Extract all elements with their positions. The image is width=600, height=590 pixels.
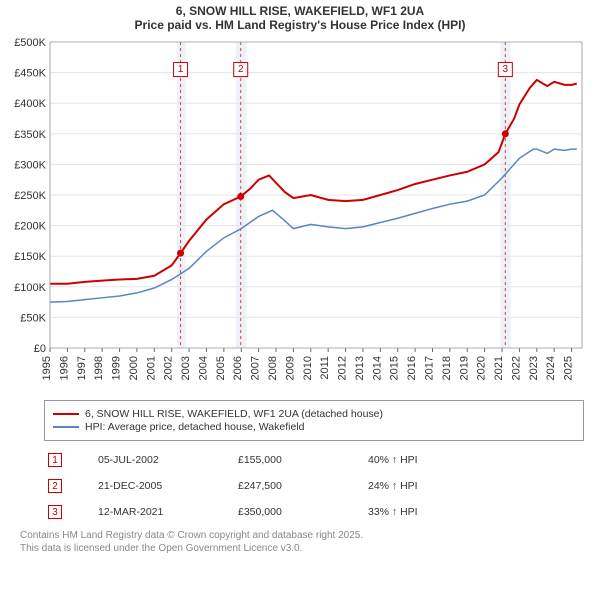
attribution-footer: Contains HM Land Registry data © Crown c… [20,529,592,555]
y-tick-label: £500K [14,37,46,49]
table-row: 1 05-JUL-2002£155,00040% ↑ HPI [44,447,584,473]
x-tick-label: 2015 [389,356,401,380]
x-tick-label: 2006 [232,356,244,380]
chart-svg: £0 £50K £100K £150K £200K £250K £300K £350K £400… [8,36,592,396]
x-tick-label: 1995 [41,356,53,380]
y-tick-label: £100K [14,282,46,294]
price-cell: £247,500 [234,473,364,499]
marker-cell: 2 [44,473,94,499]
y-tick-label: £0 [34,343,46,355]
x-tick-label: 2008 [267,356,279,380]
chart-legend: 6, SNOW HILL RISE, WAKEFIELD, WF1 2UA (d… [44,400,584,441]
table-row: 2 21-DEC-2005£247,50024% ↑ HPI [44,473,584,499]
x-tick-label: 2023 [528,356,540,380]
y-tick-label: £250K [14,190,46,202]
x-tick-label: 2013 [354,356,366,380]
x-tick-label: 2022 [510,356,522,380]
sale-marker-2: 2 [234,63,248,77]
legend-item: HPI: Average price, detached house, Wake… [53,421,575,433]
title-line-2: Price paid vs. HM Land Registry's House … [8,18,592,32]
sale-marker-1: 1 [174,63,188,77]
legend-item: 6, SNOW HILL RISE, WAKEFIELD, WF1 2UA (d… [53,408,575,420]
svg-text:3: 3 [503,64,509,75]
x-tick-label: 2020 [476,356,488,380]
x-tick-label: 2000 [128,356,140,380]
legend-swatch [53,413,79,415]
date-cell: 21-DEC-2005 [94,473,234,499]
x-tick-label: 2024 [545,356,557,380]
y-tick-label: £400K [14,98,46,110]
x-tick-label: 2014 [371,356,383,380]
marker-cell: 1 [44,447,94,473]
x-tick-label: 2003 [180,356,192,380]
x-tick-label: 1996 [58,356,70,380]
x-tick-label: 2012 [337,356,349,380]
y-tick-label: £350K [14,129,46,141]
price-cell: £350,000 [234,499,364,525]
x-tick-label: 2019 [458,356,470,380]
marker-badge: 3 [48,505,62,519]
svg-text:1: 1 [178,64,184,75]
x-tick-label: 2009 [284,356,296,380]
y-tick-label: £200K [14,221,46,233]
x-tick-label: 2010 [302,356,314,380]
svg-text:2: 2 [238,64,244,75]
price-chart: £0 £50K £100K £150K £200K £250K £300K £350K £400… [8,36,592,396]
x-tick-label: 2018 [441,356,453,380]
sale-marker-3: 3 [498,63,512,77]
chart-title-block: 6, SNOW HILL RISE, WAKEFIELD, WF1 2UA Pr… [8,4,592,32]
x-tick-label: 2017 [423,356,435,380]
x-tick-label: 2007 [250,356,262,380]
table-row: 3 12-MAR-2021£350,00033% ↑ HPI [44,499,584,525]
marker-badge: 2 [48,479,62,493]
x-tick-label: 1999 [111,356,123,380]
x-tick-label: 2016 [406,356,418,380]
y-tick-label: £450K [14,68,46,80]
marker-badge: 1 [48,453,62,467]
x-tick-label: 2021 [493,356,505,380]
legend-label: 6, SNOW HILL RISE, WAKEFIELD, WF1 2UA (d… [85,408,383,420]
delta-cell: 33% ↑ HPI [364,499,584,525]
y-tick-label: £300K [14,159,46,171]
date-cell: 05-JUL-2002 [94,447,234,473]
y-tick-label: £50K [20,312,46,324]
y-tick-label: £150K [14,251,46,263]
x-tick-label: 2025 [563,356,575,380]
footer-line-2: This data is licensed under the Open Gov… [20,542,592,555]
x-tick-label: 2005 [215,356,227,380]
x-tick-label: 2001 [145,356,157,380]
legend-label: HPI: Average price, detached house, Wake… [85,421,304,433]
marker-cell: 3 [44,499,94,525]
x-tick-label: 1997 [76,356,88,380]
price-cell: £155,000 [234,447,364,473]
date-cell: 12-MAR-2021 [94,499,234,525]
delta-cell: 40% ↑ HPI [364,447,584,473]
sales-table: 1 05-JUL-2002£155,00040% ↑ HPI 2 21-DEC-200… [44,447,584,525]
legend-swatch [53,426,79,428]
x-tick-label: 2004 [197,356,209,380]
x-tick-label: 1998 [93,356,105,380]
x-tick-label: 2002 [163,356,175,380]
title-line-1: 6, SNOW HILL RISE, WAKEFIELD, WF1 2UA [8,4,592,18]
x-tick-label: 2011 [319,356,331,380]
footer-line-1: Contains HM Land Registry data © Crown c… [20,529,592,542]
delta-cell: 24% ↑ HPI [364,473,584,499]
